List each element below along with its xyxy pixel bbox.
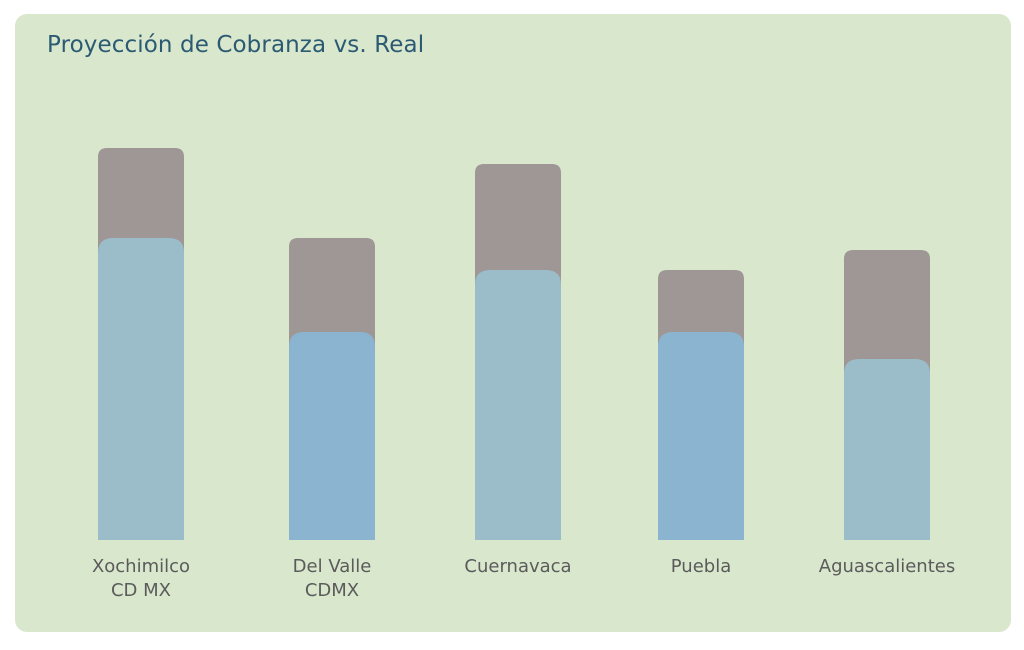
category-label-2: Cuernavaca <box>464 556 571 577</box>
category-label-line: CD MX <box>111 580 171 601</box>
category-label-line: Puebla <box>671 556 731 577</box>
chart-title: Proyección de Cobranza vs. Real <box>47 32 425 58</box>
category-label-line: CDMX <box>305 580 359 601</box>
category-label-line: Del Valle <box>293 556 372 577</box>
category-label-1: Del Valle CDMX <box>293 556 372 601</box>
category-label-0: Xochimilco CD MX <box>92 556 190 601</box>
category-label-line: Xochimilco <box>92 556 190 577</box>
category-label-line: Aguascalientes <box>819 556 955 577</box>
category-label-line: Cuernavaca <box>464 556 571 577</box>
bar-real-4 <box>844 359 930 540</box>
bar-real-1 <box>289 332 375 540</box>
category-label-4: Aguascalientes <box>819 556 955 577</box>
bar-real-3 <box>658 332 744 540</box>
category-label-3: Puebla <box>671 556 731 577</box>
bar-real-0 <box>98 238 184 540</box>
bar-real-2 <box>475 270 561 540</box>
